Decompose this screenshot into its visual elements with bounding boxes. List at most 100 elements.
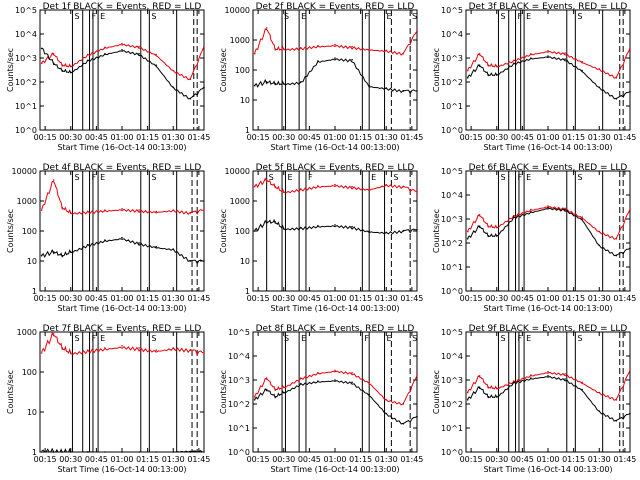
- lld-point: [629, 208, 631, 211]
- lld-point: [530, 374, 532, 376]
- marker-letter-label: S: [74, 173, 79, 182]
- y-tick-label: 10^1: [441, 263, 463, 272]
- x-tick-label: 01:00: [323, 455, 346, 464]
- marker-letter-label: F: [92, 12, 97, 21]
- marker-letter-label: S: [284, 12, 289, 21]
- y-tick-label: 10^4: [228, 352, 250, 361]
- lld-point: [402, 403, 405, 405]
- y-tick-label: 10^0: [15, 126, 37, 135]
- lld-point: [478, 52, 481, 55]
- lld-point: [282, 386, 285, 389]
- lld-point: [495, 226, 498, 229]
- x-tick-label: 01:00: [536, 294, 559, 303]
- x-tick-label: 00:30: [272, 294, 295, 303]
- plot-frame: [39, 9, 205, 131]
- x-tick-label: 01:00: [323, 133, 346, 142]
- events-point: [530, 210, 532, 213]
- lld-point: [564, 373, 566, 375]
- y-tick-label: 1000: [230, 197, 250, 206]
- x-axis-label: Start Time (16-Oct-14 00:13:00): [270, 143, 399, 152]
- events-point: [581, 69, 583, 72]
- y-tick-label: 10000: [12, 167, 37, 176]
- x-tick-label: 00:45: [298, 294, 321, 303]
- y-axis-label: Counts/sec: [432, 370, 441, 414]
- lld-point: [203, 45, 205, 48]
- lld-point: [547, 205, 549, 207]
- lld-point: [52, 333, 55, 335]
- y-tick-label: 10: [27, 408, 37, 417]
- x-axis-label: Start Time (16-Oct-14 00:13:00): [57, 465, 186, 474]
- events-point: [87, 451, 89, 453]
- marker-letter-label: E: [526, 12, 531, 21]
- events-point: [615, 97, 618, 100]
- y-tick-label: 10: [240, 257, 250, 266]
- marker-letter-label: E: [526, 334, 531, 343]
- y-tick-label: 10^4: [441, 30, 463, 39]
- events-point: [282, 82, 285, 85]
- events-point: [189, 97, 192, 100]
- lld-point: [274, 388, 277, 391]
- marker-letter-label: F: [518, 334, 523, 343]
- y-axis-label: Counts/sec: [6, 209, 15, 253]
- marker-letter-label: E: [100, 173, 105, 182]
- events-point: [138, 451, 140, 453]
- marker-letter-label: F: [92, 173, 97, 182]
- lld-point: [40, 209, 43, 211]
- events-point: [317, 224, 319, 227]
- x-tick-label: 01:45: [400, 455, 423, 464]
- events-point: [351, 58, 353, 61]
- x-tick-label: 01:30: [588, 455, 611, 464]
- events-point: [598, 86, 601, 89]
- x-axis-label: Start Time (16-Oct-14 00:13:00): [483, 143, 612, 152]
- series-lld-line: [467, 48, 630, 79]
- lld-point: [530, 52, 532, 55]
- marker-letter-label: S: [151, 334, 156, 343]
- detector-panel-3: Det 3f BLACK = Events, RED = LLD 10^0 10^1…: [432, 2, 636, 152]
- events-point: [402, 90, 405, 92]
- lld-point: [300, 46, 302, 49]
- chart-title: Det 9f BLACK = Events, RED = LLD: [469, 324, 628, 334]
- lld-point: [416, 30, 418, 32]
- events-point: [598, 244, 601, 247]
- marker-letter-label: S: [412, 334, 417, 343]
- series-lld-line: [41, 43, 204, 81]
- events-point: [615, 419, 618, 422]
- events-point: [581, 388, 583, 391]
- series-lld-line: [254, 177, 417, 194]
- x-tick-label: 00:45: [511, 455, 534, 464]
- x-tick-label: 01:30: [375, 455, 398, 464]
- x-tick-label: 01:00: [536, 455, 559, 464]
- plot-frame: [465, 331, 631, 453]
- y-tick-label: 10^5: [441, 167, 463, 176]
- events-point: [317, 60, 319, 62]
- lld-point: [615, 76, 618, 79]
- lld-point: [317, 371, 319, 374]
- x-tick-label: 01:30: [588, 133, 611, 142]
- y-axis-label: Counts/sec: [219, 370, 228, 414]
- detector-panel-7: Det 7f BLACK = Events, RED = LLD 1 10 100 10…: [6, 324, 210, 474]
- lld-point: [203, 209, 205, 211]
- marker-letter-label: E: [301, 12, 306, 21]
- x-tick-label: 01:00: [110, 455, 133, 464]
- lld-point: [564, 207, 566, 210]
- lld-point: [478, 213, 481, 216]
- marker-letter-label: S: [284, 334, 289, 343]
- x-tick-label: 01:15: [349, 455, 372, 464]
- lld-point: [155, 210, 157, 213]
- events-point: [300, 81, 302, 83]
- lld-point: [282, 48, 285, 50]
- x-tick-label: 01:45: [187, 133, 210, 142]
- chart-title: Det 4f BLACK = Events, RED = LLD: [43, 163, 202, 173]
- lld-point: [598, 230, 601, 233]
- lld-point: [300, 188, 302, 190]
- x-tick-label: 00:45: [298, 455, 321, 464]
- lld-point: [155, 349, 157, 352]
- marker-letter-label: E: [387, 12, 392, 21]
- events-point: [581, 218, 583, 220]
- lld-point: [138, 45, 140, 48]
- events-point: [121, 236, 123, 239]
- y-tick-label: 10^2: [15, 78, 37, 87]
- events-point: [40, 254, 43, 257]
- lld-point: [547, 370, 549, 373]
- lld-point: [581, 381, 583, 384]
